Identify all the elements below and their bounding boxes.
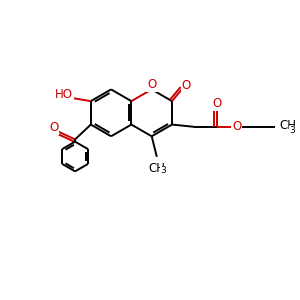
Text: O: O: [182, 79, 191, 92]
Text: 3: 3: [290, 126, 295, 135]
Text: O: O: [49, 122, 58, 134]
Text: CH: CH: [279, 119, 296, 133]
Text: O: O: [212, 97, 221, 110]
Text: 3: 3: [160, 166, 166, 175]
Text: CH: CH: [148, 162, 165, 175]
Text: O: O: [147, 78, 157, 91]
Text: HO: HO: [55, 88, 73, 101]
Text: O: O: [232, 120, 241, 133]
